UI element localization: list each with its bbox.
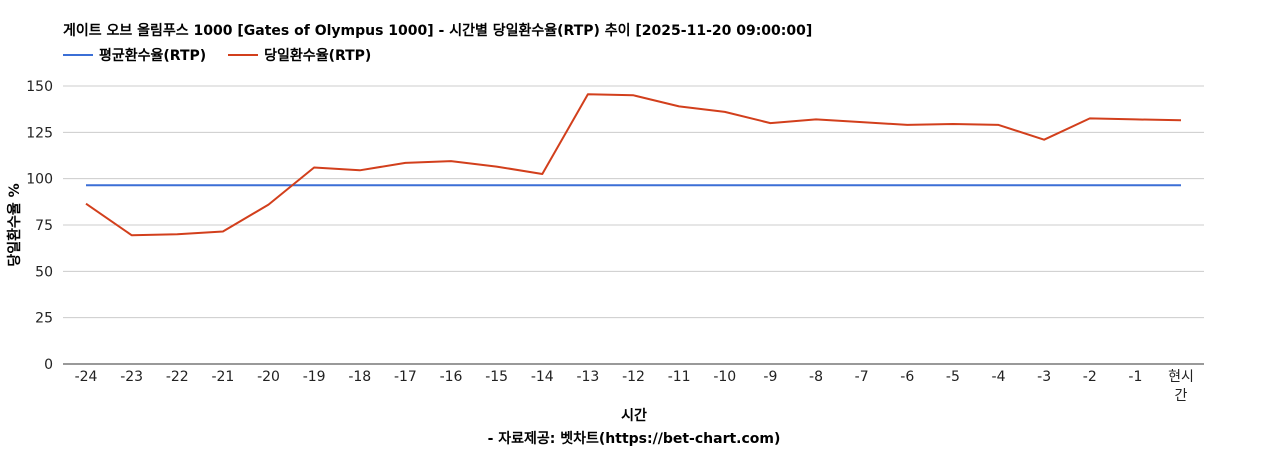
x-tick-label: -13 xyxy=(576,369,599,385)
x-tick-label: -5 xyxy=(946,369,960,385)
x-tick-label: -20 xyxy=(257,369,280,385)
y-tick-label: 75 xyxy=(35,218,53,234)
y-tick-label: 100 xyxy=(26,172,53,188)
y-tick-label: 125 xyxy=(26,125,53,141)
x-tick-label: -8 xyxy=(809,369,823,385)
x-tick-label: -9 xyxy=(763,369,777,385)
legend-label-daily: 당일환수율(RTP) xyxy=(264,48,372,64)
legend-item-average[interactable]: 평균환수율(RTP) xyxy=(63,45,206,65)
x-tick-label: -2 xyxy=(1083,369,1097,385)
y-axis-label: 당일환수율 % xyxy=(6,183,23,266)
y-tick-label: 50 xyxy=(35,264,53,280)
y-axis-ticks: 0 25 50 75 100 125 150 xyxy=(26,79,53,373)
x-tick-label: -16 xyxy=(440,369,463,385)
x-tick-label: -1 xyxy=(1128,369,1142,385)
x-tick-label: -15 xyxy=(485,369,508,385)
x-tick-label: -7 xyxy=(855,369,869,385)
x-tick-label: -10 xyxy=(713,369,736,385)
legend-swatch-daily xyxy=(228,54,259,56)
x-tick-label: -6 xyxy=(900,369,914,385)
x-tick-label: -22 xyxy=(166,369,189,385)
x-tick-label: -18 xyxy=(348,369,371,385)
x-tick-label: -3 xyxy=(1037,369,1051,385)
x-tick-label: -21 xyxy=(211,369,234,385)
legend-label-average: 평균환수율(RTP) xyxy=(99,48,207,64)
series-line-daily[interactable] xyxy=(85,93,1182,237)
x-tick-label: -12 xyxy=(622,369,645,385)
y-tick-label: 150 xyxy=(26,79,53,95)
x-tick-label: -11 xyxy=(668,369,691,385)
x-tick-label: -19 xyxy=(303,369,326,385)
series-lines xyxy=(85,93,1182,237)
x-tick-label: -17 xyxy=(394,369,417,385)
y-tick-label: 25 xyxy=(35,311,53,327)
x-tick-label: -14 xyxy=(531,369,554,385)
chart-legend: 평균환수율(RTP) 당일환수율(RTP) xyxy=(63,45,393,65)
y-tick-label: 0 xyxy=(44,357,53,373)
data-source-credit: - 자료제공: 벳차트(https://bet-chart.com) xyxy=(487,431,781,447)
x-axis-ticks: -24 -23 -22 -21 -20 -19 -18 -17 -16 -15 -14 -13 -12 -… xyxy=(75,369,1194,404)
x-tick-label: -23 xyxy=(120,369,143,385)
x-axis-label: 시간 xyxy=(621,408,647,424)
x-tick-label: -24 xyxy=(75,369,98,385)
legend-item-daily[interactable]: 당일환수율(RTP) xyxy=(228,45,371,65)
legend-swatch-average xyxy=(63,54,93,56)
gridlines xyxy=(63,85,1204,365)
x-tick-label: 현시 간 xyxy=(1168,369,1194,404)
chart-title: 게이트 오브 올림푸스 1000 [Gates of Olympus 1000]… xyxy=(63,23,813,39)
x-tick-label: -4 xyxy=(992,369,1006,385)
